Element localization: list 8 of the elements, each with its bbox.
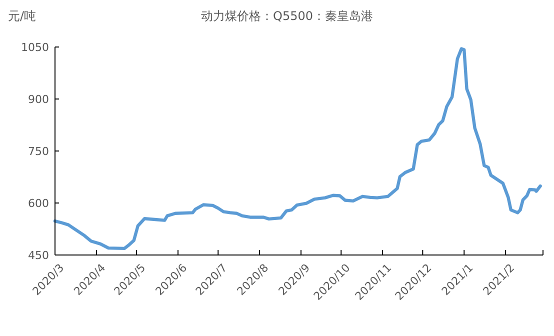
y-tick-label: 1050	[21, 40, 49, 54]
y-tick-label: 450	[28, 248, 49, 262]
line-series	[53, 47, 542, 250]
y-tick-label: 750	[28, 144, 49, 158]
y-tick-label: 900	[28, 92, 49, 106]
y-axis-title: 元/吨	[8, 9, 36, 23]
y-tick-label: 600	[28, 196, 49, 210]
chart-title: 动力煤价格：Q5500：秦皇岛港	[201, 9, 373, 23]
